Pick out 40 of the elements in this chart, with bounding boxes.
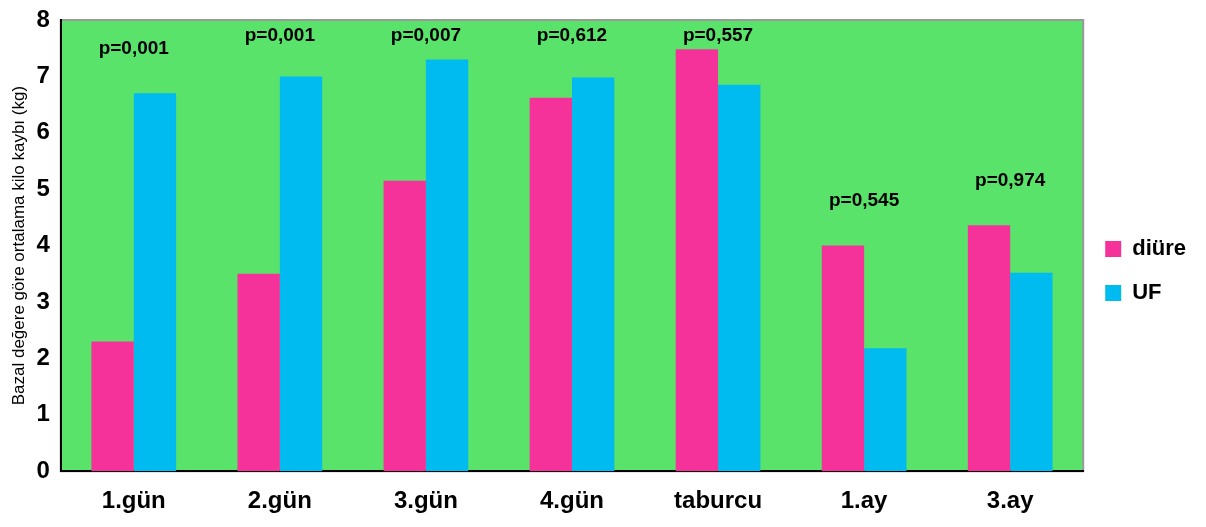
legend-label: UF (1132, 279, 1162, 305)
y-tick-label: 4 (36, 230, 51, 258)
x-tick-label: 1.ay (840, 486, 889, 514)
annotation: p=0,545 (828, 188, 900, 210)
bar (571, 77, 615, 472)
bar (967, 225, 1011, 472)
y-tick-label: 7 (36, 61, 50, 89)
bar (425, 59, 469, 472)
annotation: p=0,974 (975, 168, 1046, 190)
annotation: p=0,001 (98, 36, 170, 58)
bar (1010, 272, 1053, 472)
annotation: p=0,007 (390, 24, 462, 46)
bar (529, 97, 572, 472)
bar (675, 49, 719, 472)
y-tick-label: 3 (36, 286, 50, 314)
y-tick-label: 0 (36, 455, 50, 483)
y-axis-title: Bazal değere göre ortalama kilo kaybı (kg) (8, 85, 28, 406)
x-tick-label: 2.gün (247, 486, 312, 514)
y-tick-label: 1 (36, 399, 50, 427)
bar (133, 93, 177, 472)
legend-label: diüre (1132, 235, 1187, 261)
y-tick-label: 8 (36, 4, 50, 32)
x-tick-label: 3.ay (986, 486, 1035, 514)
annotation: p=0,001 (244, 24, 316, 46)
annotation: p=0,557 (682, 24, 754, 46)
x-tick-label: 1.gün (101, 486, 166, 514)
bar (864, 348, 907, 472)
x-tick-label: 3.gün (393, 486, 458, 514)
y-tick-label: 6 (36, 117, 50, 145)
bar (279, 76, 323, 472)
x-tick-label: taburcu (674, 486, 763, 514)
y-tick-label: 5 (36, 173, 50, 201)
bar (383, 180, 426, 472)
x-tick-label: 4.gün (539, 486, 604, 514)
bar (821, 245, 865, 472)
annotation: p=0,612 (536, 24, 608, 46)
bar (718, 84, 761, 472)
y-tick-label: 2 (36, 343, 50, 371)
bar (91, 341, 134, 472)
bar (237, 273, 280, 472)
